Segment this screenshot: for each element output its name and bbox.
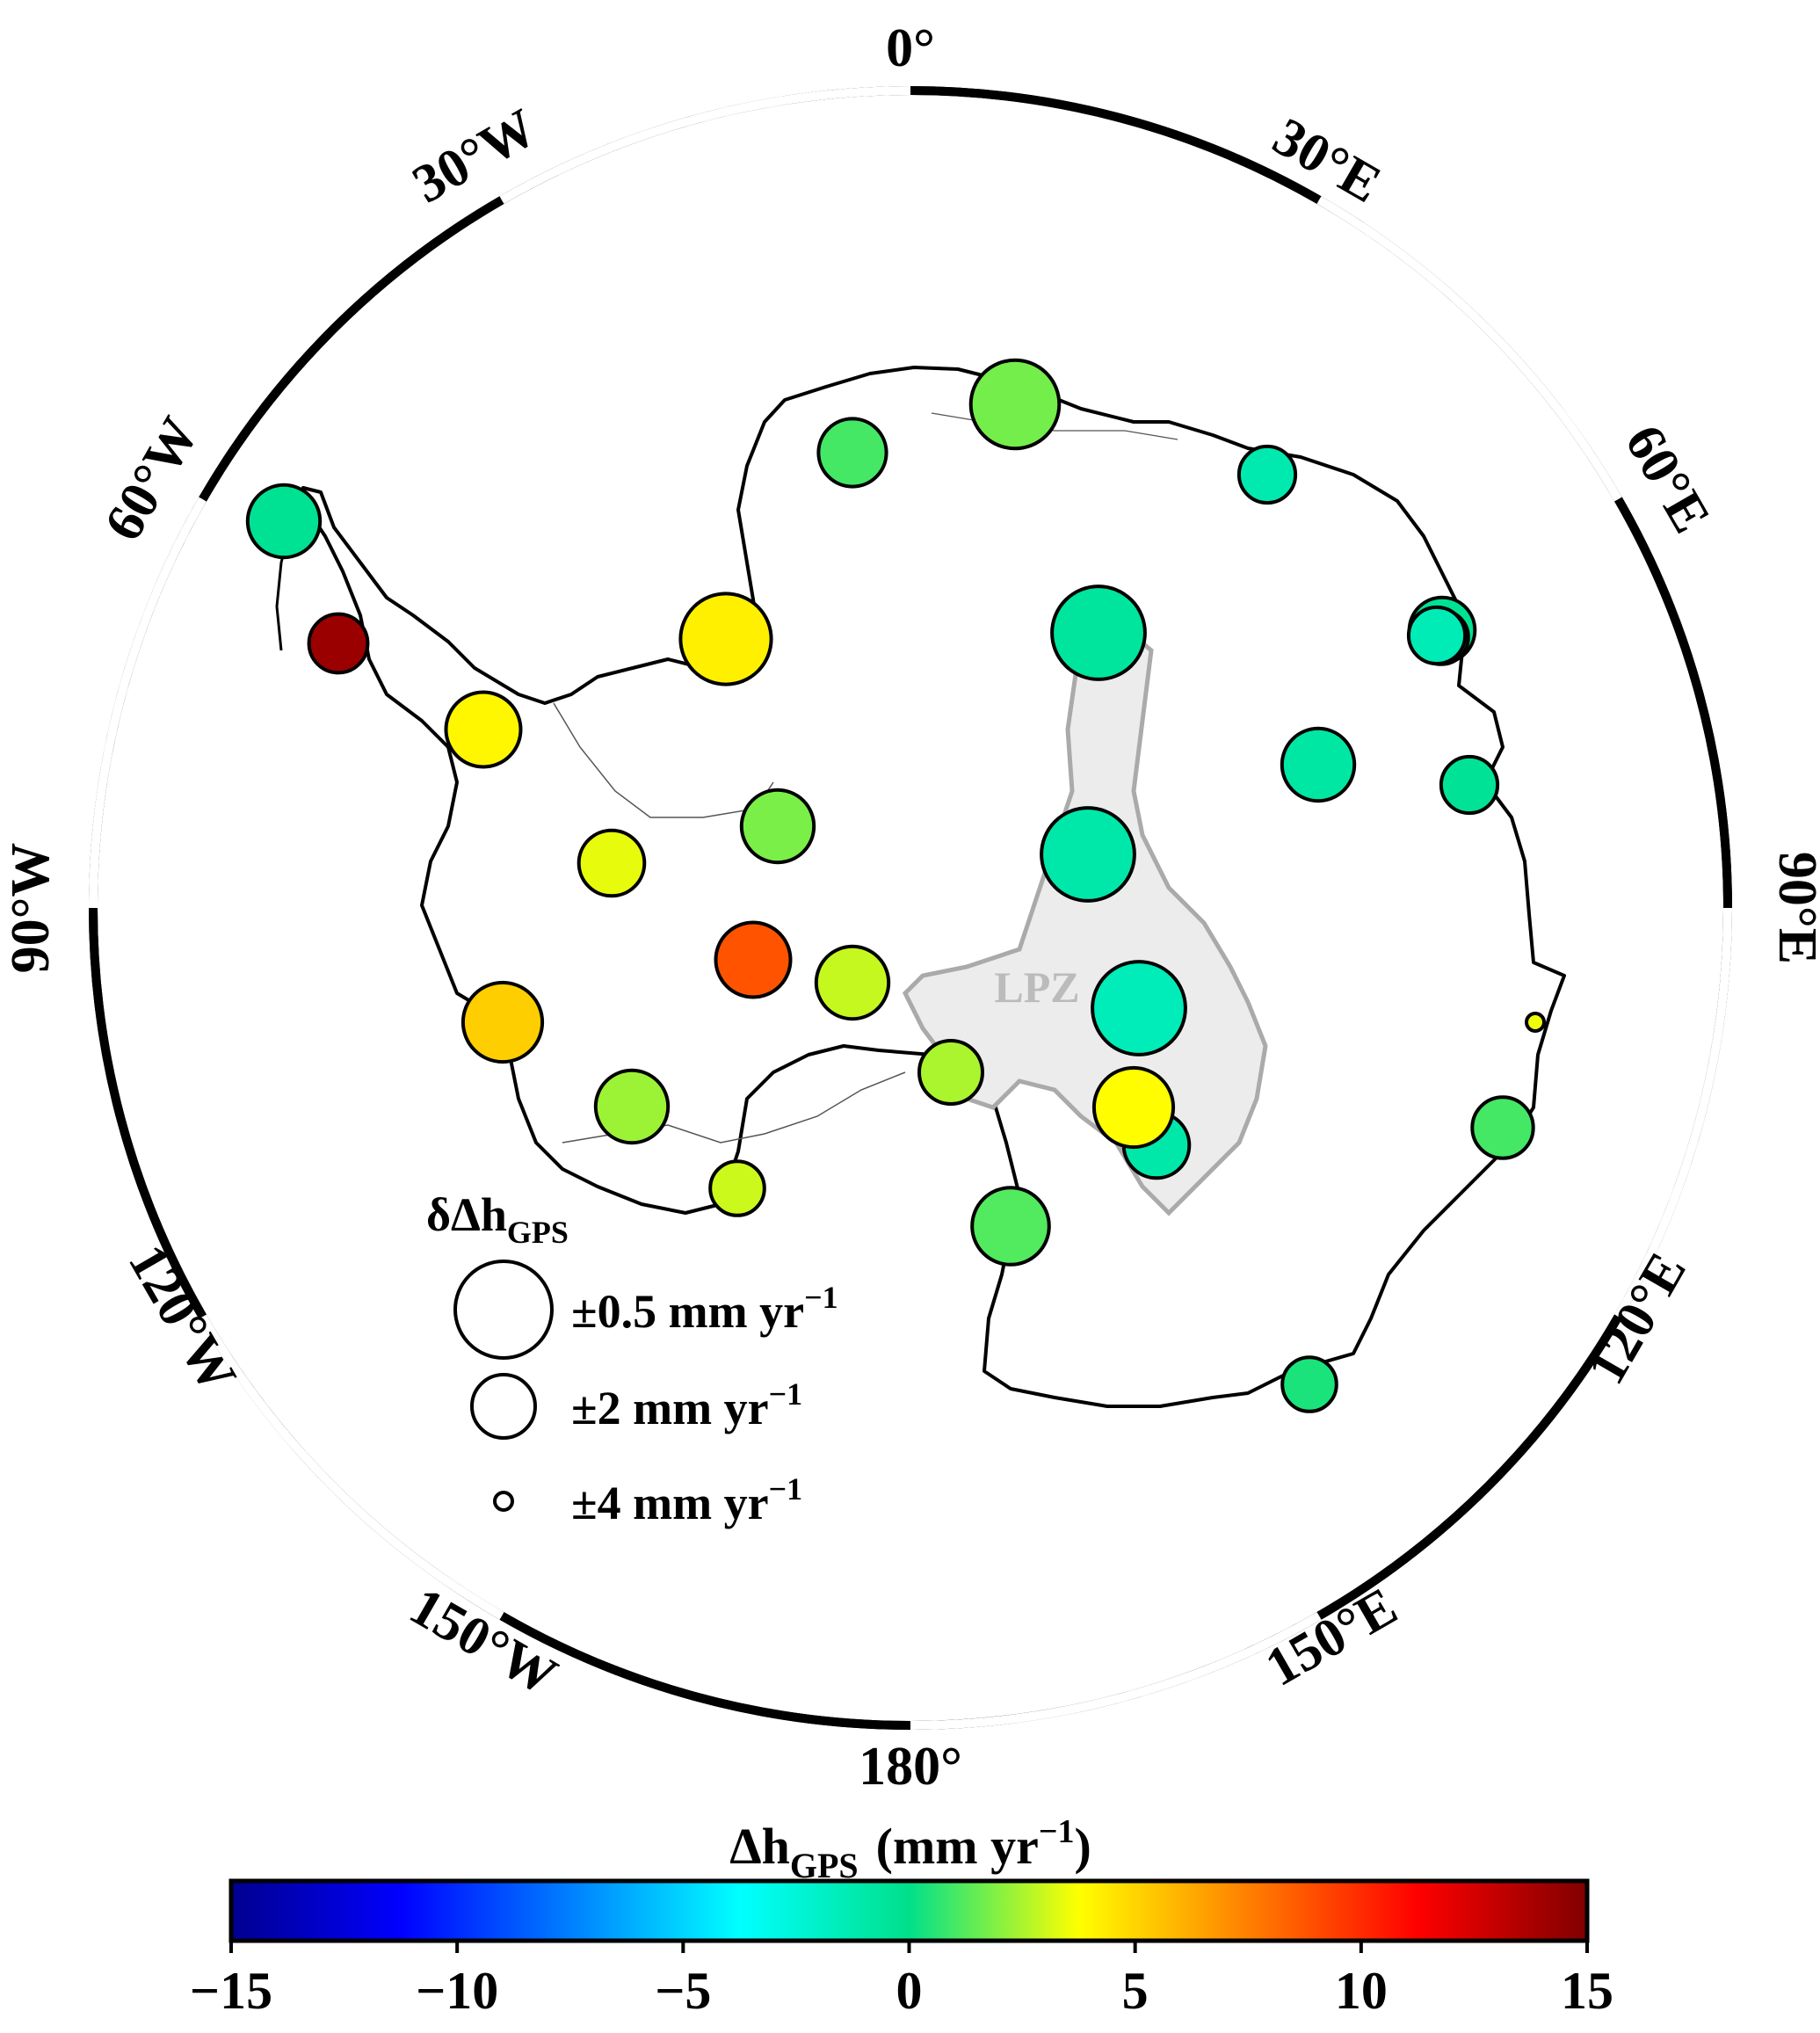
size-legend-item-3-sup: −1 xyxy=(769,1471,803,1507)
colorbar-title-close: ) xyxy=(1074,1818,1091,1875)
label-120e: 120°E xyxy=(1576,1243,1697,1394)
frame-segment xyxy=(1316,196,1622,502)
gps-station-marker xyxy=(1236,444,1298,505)
lpz-region: LPZ xyxy=(902,607,1268,1216)
size-legend: δΔhGPS ±0.5 mm yr−1 ±2 mm yr−1 ±4 mm yr−… xyxy=(426,1188,838,1529)
size-legend-item-2: ±2 mm yr−1 xyxy=(571,1376,802,1434)
colorbar-tick-label: −5 xyxy=(655,1962,711,2020)
size-legend-item-2-text: ±2 mm yr xyxy=(571,1382,769,1434)
colorbar-title-main: Δh xyxy=(729,1818,790,1875)
gps-station-marker xyxy=(1406,605,1468,666)
gps-station-marker xyxy=(739,788,816,865)
gps-station-marker xyxy=(444,690,523,769)
frame-ticks xyxy=(89,86,1732,1730)
label-0: 0° xyxy=(886,18,935,78)
colorbar-tick-label: 0 xyxy=(896,1962,923,2020)
frame-segment xyxy=(910,1612,1322,1730)
label-90e: 90°E xyxy=(1767,852,1820,964)
gps-station-marker xyxy=(593,1068,671,1145)
size-legend-item-3-text: ±4 mm yr xyxy=(571,1477,769,1529)
gps-station-marker xyxy=(814,944,891,1021)
size-legend-item-1-text: ±0.5 mm yr xyxy=(571,1285,804,1338)
gps-station-marker xyxy=(1050,584,1147,681)
colorbar-tick-label: −10 xyxy=(416,1962,498,2020)
gps-station-marker xyxy=(1470,1095,1535,1160)
size-legend-title-main: δΔh xyxy=(426,1188,507,1241)
gps-station-marker xyxy=(1280,1355,1338,1413)
gps-station-marker xyxy=(1040,806,1136,903)
map-frame xyxy=(89,86,1732,1730)
frame-segment xyxy=(910,86,1322,204)
label-150e: 150°E xyxy=(1256,1576,1407,1697)
label-150w: 150°W xyxy=(400,1576,567,1707)
gps-station-marker xyxy=(1525,1012,1546,1033)
gps-station-marker xyxy=(1091,960,1187,1056)
size-legend-item-3: ±4 mm yr−1 xyxy=(571,1471,802,1529)
frame-segment xyxy=(199,196,504,502)
colorbar-tick-label: 10 xyxy=(1335,1962,1388,2020)
frame-segment xyxy=(1614,497,1732,909)
label-60w: 60°W xyxy=(93,408,210,551)
size-legend-item-2-sup: −1 xyxy=(769,1376,803,1412)
gps-station-marker xyxy=(245,483,323,560)
colorbar-title-sup: −1 xyxy=(1039,1813,1075,1850)
colorbar-bar xyxy=(228,1878,1590,1943)
size-legend-item-1-sup: −1 xyxy=(804,1280,838,1315)
gps-station-marker xyxy=(917,1039,984,1106)
label-180: 180° xyxy=(859,1737,962,1797)
colorbar-tick-label: 5 xyxy=(1122,1962,1149,2020)
gps-stations xyxy=(245,358,1546,1413)
size-legend-title: δΔhGPS xyxy=(426,1188,569,1250)
colorbar-title: ΔhGPS (mm yr−1) xyxy=(729,1813,1091,1885)
colorbar-tick-label: −15 xyxy=(190,1962,272,2020)
gps-station-marker xyxy=(1439,754,1500,816)
gps-station-marker xyxy=(460,980,545,1064)
frame-segment xyxy=(1614,907,1732,1319)
antarctica-coastline xyxy=(275,366,1566,1408)
gps-station-marker xyxy=(1091,1065,1176,1150)
gps-station-marker xyxy=(576,828,647,898)
label-90w: 90°W xyxy=(1,843,61,974)
gps-station-marker xyxy=(970,1186,1051,1267)
gps-station-marker xyxy=(714,920,793,999)
size-legend-circle-medium xyxy=(470,1373,537,1440)
gps-station-marker xyxy=(968,358,1062,451)
label-30e: 30°E xyxy=(1264,106,1391,214)
gps-station-marker xyxy=(307,612,370,675)
size-legend-circle-small xyxy=(493,1491,514,1512)
colorbar-ticks: −15 −10 −5 0 5 10 15 xyxy=(190,1941,1613,2020)
size-legend-circle-large xyxy=(453,1260,554,1360)
frame-segment xyxy=(199,1314,504,1620)
lpz-label: LPZ xyxy=(994,962,1079,1012)
gps-station-marker xyxy=(678,592,773,686)
frame-segment xyxy=(1316,1314,1622,1620)
frame-segment xyxy=(89,497,207,909)
frame-segment xyxy=(499,86,911,204)
frame-segment xyxy=(89,907,207,1319)
colorbar: ΔhGPS (mm yr−1) −15 −10 −5 0 5 10 15 xyxy=(190,1813,1613,2020)
colorbar-tick-label: 15 xyxy=(1561,1962,1613,2020)
label-120w: 120°W xyxy=(117,1235,248,1402)
frame-segment xyxy=(499,1612,911,1730)
gps-station-marker xyxy=(1280,726,1357,803)
gps-station-marker xyxy=(708,1159,766,1217)
colorbar-title-units: (mm yr xyxy=(876,1818,1039,1875)
size-legend-item-1: ±0.5 mm yr−1 xyxy=(571,1280,838,1338)
gps-station-marker xyxy=(816,417,888,489)
size-legend-title-sub: GPS xyxy=(507,1215,569,1250)
label-30w: 30°W xyxy=(403,98,547,214)
